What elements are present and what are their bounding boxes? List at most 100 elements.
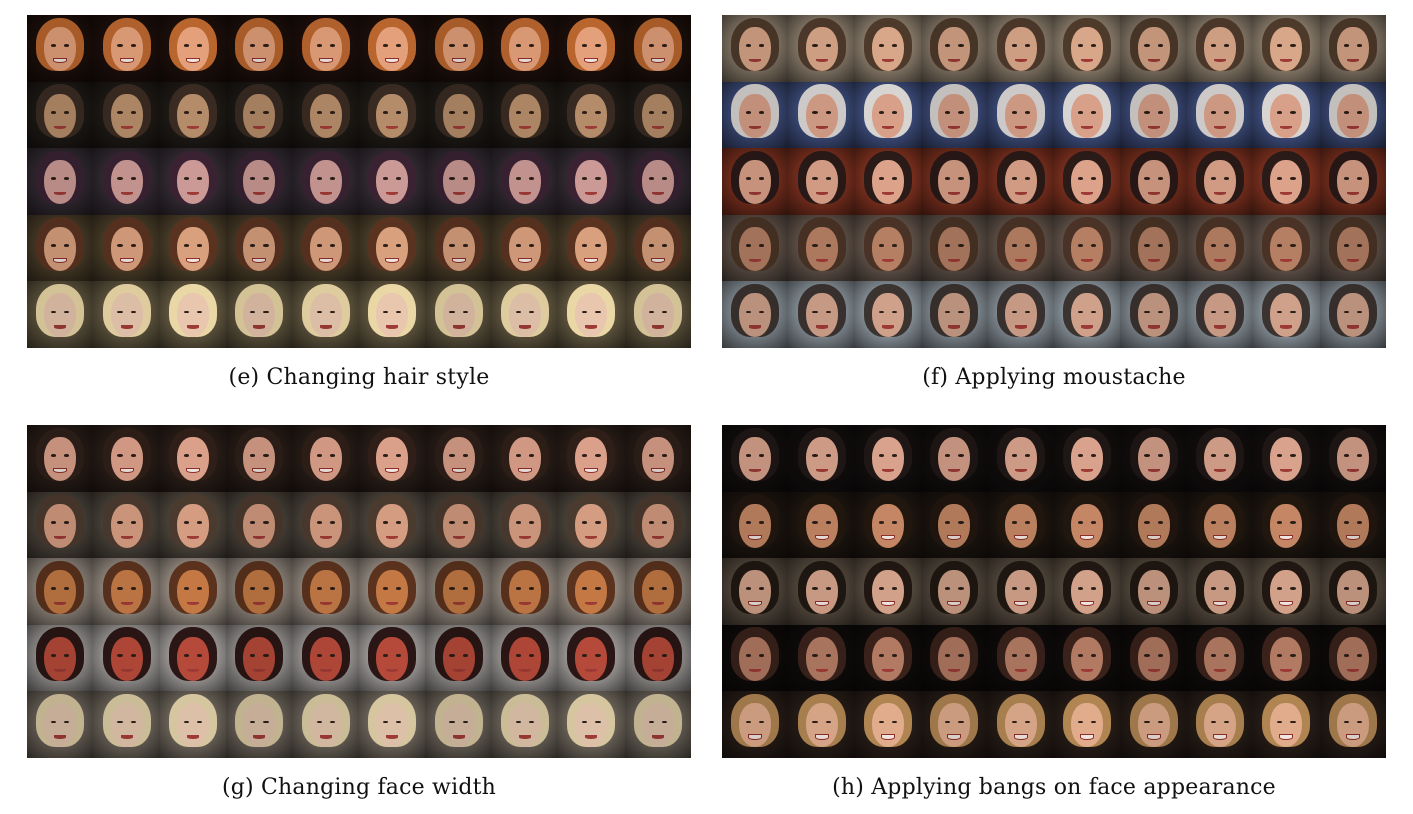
eye-shape	[1011, 454, 1017, 457]
eye-shape	[582, 177, 588, 181]
face-image-tile	[1319, 558, 1386, 625]
eye-shape	[196, 654, 203, 657]
face-image-tile	[788, 425, 855, 492]
eye-shape	[462, 454, 468, 457]
face-image-tile	[624, 425, 691, 492]
eye-shape	[528, 244, 535, 247]
mouth-shape	[815, 58, 828, 63]
face-grid	[722, 15, 1386, 348]
mouth-shape	[585, 258, 598, 263]
face-shape	[509, 636, 541, 681]
eye-shape	[449, 454, 455, 457]
face-image-tile	[624, 281, 691, 348]
face-shape	[309, 436, 342, 481]
face-shape	[575, 570, 608, 615]
face-shape	[641, 226, 674, 271]
mouth-shape	[386, 602, 399, 606]
eye-shape	[64, 520, 70, 524]
mouth-shape	[1147, 58, 1160, 63]
eye-shape	[462, 520, 468, 524]
eye-shape	[759, 110, 765, 114]
face-shape	[938, 436, 971, 481]
eye-shape	[316, 177, 322, 181]
face-shape	[309, 26, 342, 71]
face-image-tile	[359, 281, 426, 348]
face-image-tile	[491, 691, 559, 758]
eye-shape	[1157, 587, 1163, 591]
mouth-shape	[452, 535, 465, 539]
face-image-tile	[722, 281, 789, 348]
mouth-shape	[749, 668, 762, 673]
face-shape	[376, 293, 409, 338]
face-shape	[938, 703, 971, 748]
face-shape	[376, 503, 409, 548]
face-image-tile	[1319, 691, 1386, 758]
eye-shape	[1157, 244, 1163, 247]
eye-shape	[250, 454, 256, 457]
eye-shape	[878, 44, 884, 47]
face-shape	[243, 570, 276, 615]
mouth-shape	[386, 468, 399, 473]
face-shape	[805, 436, 838, 481]
panel-e-caption: (e) Changing hair style	[228, 365, 490, 390]
face-shape	[1270, 293, 1303, 338]
eye-shape	[117, 654, 123, 657]
face-shape	[509, 226, 541, 271]
face-shape	[509, 93, 541, 138]
eye-shape	[117, 587, 123, 591]
face-shape	[376, 26, 409, 71]
face-shape	[44, 26, 77, 71]
mouth-shape	[948, 192, 961, 196]
eye-shape	[1157, 310, 1163, 314]
eye-shape	[745, 654, 752, 657]
eye-shape	[1223, 310, 1230, 314]
face-image-tile	[359, 148, 426, 215]
face-image-tile	[921, 691, 988, 758]
face-image-tile	[1319, 15, 1386, 82]
eye-shape	[661, 520, 668, 524]
face-image-tile	[1054, 691, 1121, 758]
face-image-tile	[1120, 425, 1187, 492]
face-image-tile	[921, 558, 988, 625]
face-shape	[44, 93, 77, 138]
eye-shape	[316, 44, 322, 47]
face-shape	[1137, 570, 1170, 615]
face-image-tile	[1319, 491, 1386, 559]
face-image-tile	[1186, 624, 1254, 692]
eye-shape	[945, 244, 951, 247]
mouth-shape	[882, 602, 894, 606]
face-image-tile	[624, 15, 691, 82]
mouth-shape	[519, 325, 531, 329]
face-shape	[442, 226, 475, 271]
face-shape	[641, 636, 674, 681]
face-shape	[509, 293, 541, 338]
face-shape	[376, 436, 409, 481]
mouth-shape	[386, 325, 399, 329]
mouth-shape	[948, 602, 961, 606]
eye-shape	[250, 177, 256, 181]
face-image-tile	[788, 691, 855, 758]
eye-shape	[50, 654, 57, 657]
eye-shape	[958, 654, 964, 657]
face-shape	[110, 570, 143, 615]
face-image-tile	[987, 81, 1054, 149]
face-image-tile	[159, 691, 227, 758]
eye-shape	[1091, 454, 1097, 457]
eye-shape	[1356, 520, 1363, 524]
face-shape	[872, 570, 904, 615]
eye-shape	[316, 244, 322, 247]
eye-shape	[1144, 520, 1150, 524]
eye-shape	[745, 454, 752, 457]
eye-shape	[117, 310, 123, 314]
face-image-tile	[624, 214, 691, 282]
mouth-shape	[585, 602, 598, 606]
face-shape	[1004, 503, 1037, 548]
face-image-tile	[226, 81, 293, 149]
face-image-tile	[558, 15, 625, 82]
eye-shape	[595, 110, 601, 114]
eye-shape	[1290, 44, 1296, 47]
eye-shape	[462, 44, 468, 47]
face-shape	[641, 436, 674, 481]
face-shape	[805, 226, 838, 271]
mouth-shape	[386, 535, 399, 539]
